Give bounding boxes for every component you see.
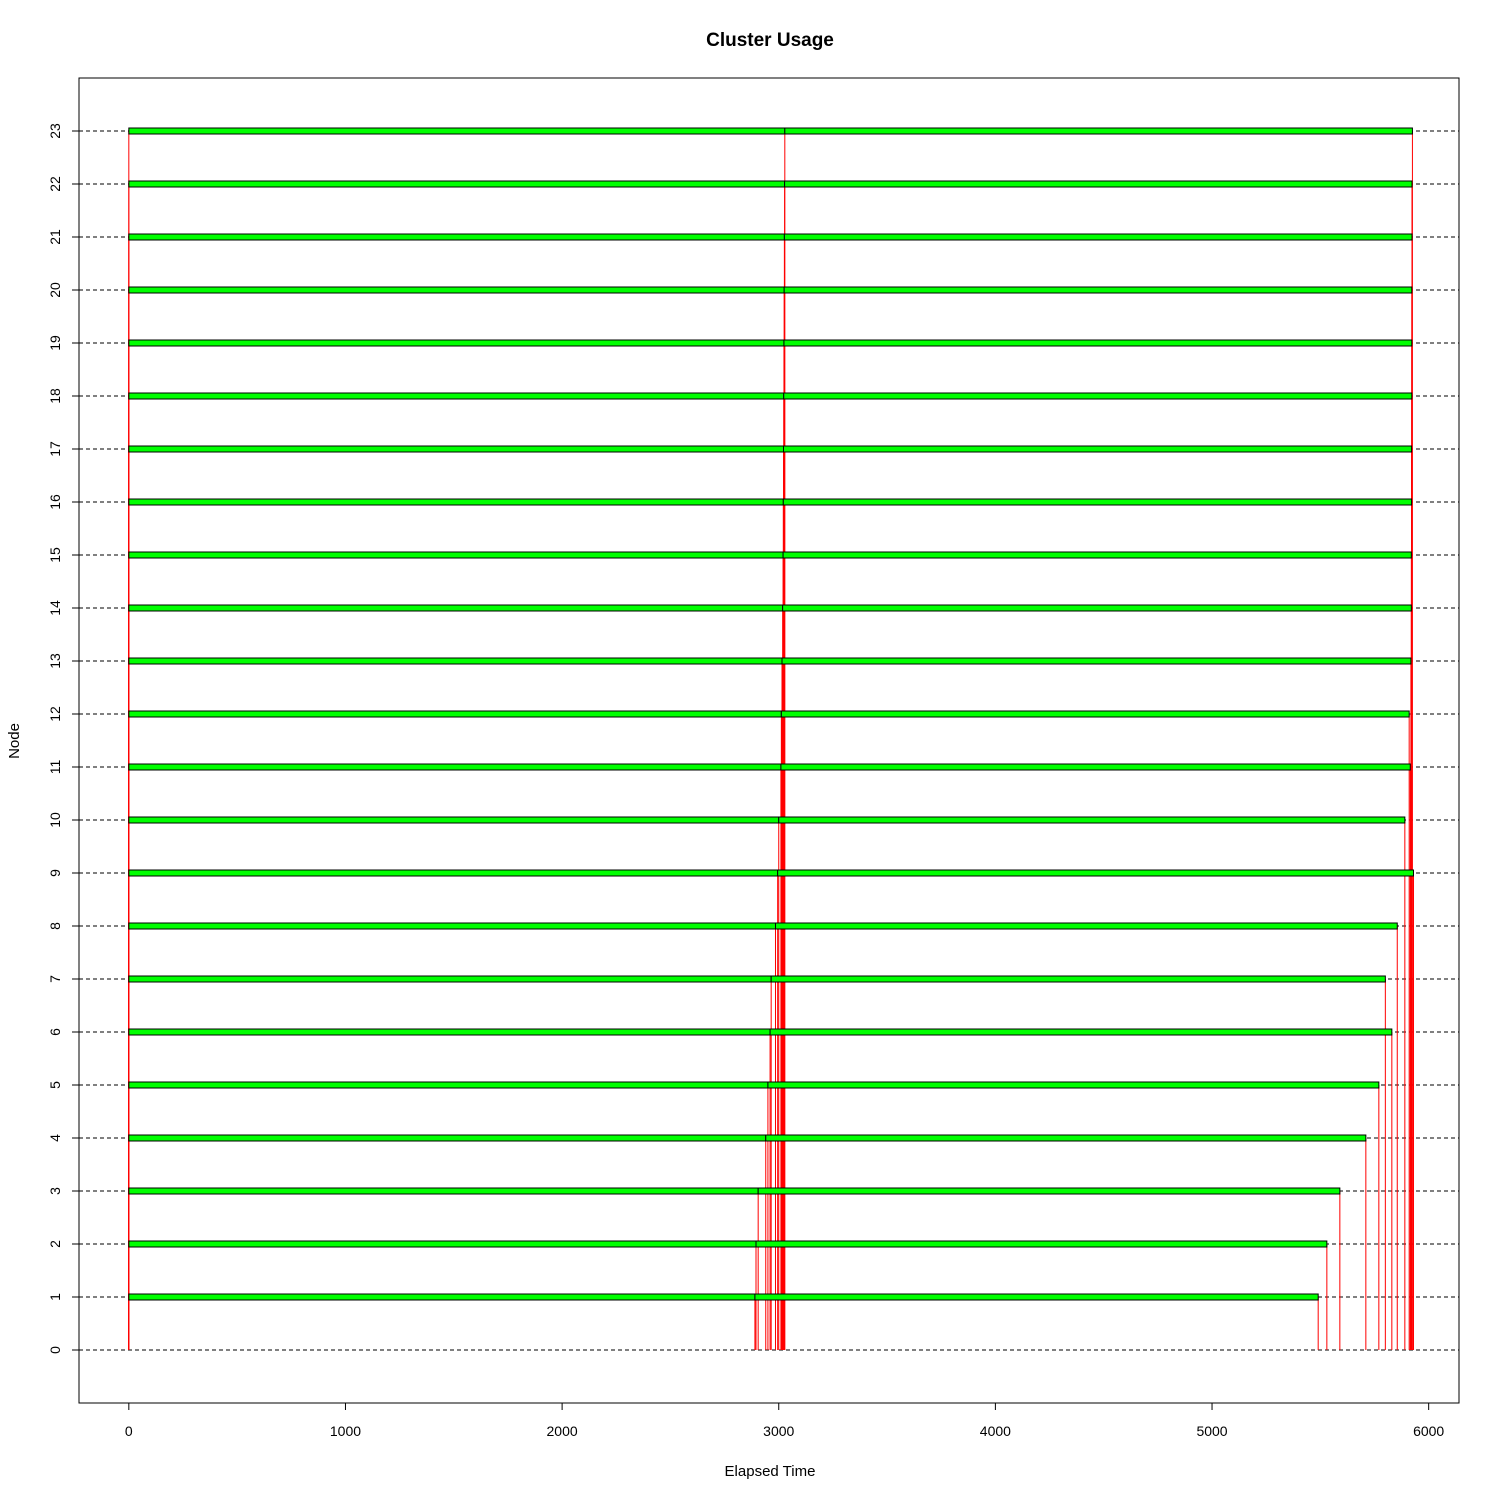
y-tick-label-0: 0	[47, 1346, 63, 1354]
usage-bar-node-18-1	[783, 392, 1413, 400]
y-tick-label-8: 8	[47, 922, 63, 930]
chart-title: Cluster Usage	[706, 30, 834, 51]
usage-bar-node-11-1	[780, 763, 1411, 771]
usage-bar-node-7-1	[770, 975, 1386, 983]
usage-bar-node-1-1	[754, 1293, 1319, 1301]
x-tick-label-2000: 2000	[547, 1423, 578, 1439]
x-tick-label-4000: 4000	[980, 1423, 1011, 1439]
usage-bar-node-3-1	[757, 1187, 1341, 1195]
usage-bars	[128, 127, 1415, 1301]
usage-bar-node-5-0	[128, 1081, 769, 1089]
usage-bar-node-13-0	[128, 657, 783, 665]
usage-bar-node-18-0	[128, 392, 785, 400]
y-tick-label-4: 4	[47, 1134, 63, 1142]
x-tick-label-1000: 1000	[330, 1423, 361, 1439]
y-tick-label-12: 12	[47, 706, 63, 722]
usage-bar-node-17-1	[783, 445, 1413, 453]
y-axis-label: Node	[6, 723, 23, 759]
y-tick-label-15: 15	[47, 547, 63, 563]
task-lines	[128, 131, 1415, 1350]
usage-bar-node-12-1	[780, 710, 1410, 718]
y-tick-label-13: 13	[47, 653, 63, 669]
x-tick-label-6000: 6000	[1413, 1423, 1444, 1439]
x-axis-label: Elapsed Time	[725, 1463, 816, 1480]
usage-bar-node-8-0	[128, 922, 776, 930]
usage-bar-node-23-1	[784, 127, 1413, 135]
usage-bar-node-19-0	[128, 339, 785, 347]
usage-bar-node-6-1	[769, 1028, 1393, 1036]
y-tick-label-18: 18	[47, 388, 63, 404]
plot-frame	[78, 77, 1460, 1404]
y-tick-label-21: 21	[47, 229, 63, 245]
y-tick-label-16: 16	[47, 494, 63, 510]
usage-bar-node-12-0	[128, 710, 782, 718]
y-tick-label-7: 7	[47, 975, 63, 983]
usage-bar-node-17-0	[128, 445, 785, 453]
y-tick-label-23: 23	[47, 123, 63, 139]
usage-bar-node-9-1	[777, 869, 1415, 877]
usage-bar-node-16-1	[782, 498, 1413, 506]
usage-bar-node-15-0	[128, 551, 784, 559]
y-tick-label-2: 2	[47, 1240, 63, 1248]
x-tick-label-5000: 5000	[1196, 1423, 1227, 1439]
x-tick-label-3000: 3000	[763, 1423, 794, 1439]
y-tick-label-1: 1	[47, 1293, 63, 1301]
y-tick-label-3: 3	[47, 1187, 63, 1195]
usage-bar-node-4-0	[128, 1134, 767, 1142]
usage-bar-node-2-0	[128, 1240, 757, 1248]
y-tick-label-19: 19	[47, 335, 63, 351]
grid-lines	[79, 130, 1459, 1351]
usage-bar-node-14-1	[782, 604, 1412, 612]
y-tick-label-14: 14	[47, 600, 63, 616]
usage-bar-node-22-0	[128, 180, 786, 188]
usage-bar-node-16-0	[128, 498, 784, 506]
usage-bar-node-13-1	[781, 657, 1412, 665]
usage-bar-node-20-0	[128, 286, 785, 294]
x-tick-label-0: 0	[125, 1423, 133, 1439]
usage-bar-node-19-1	[783, 339, 1413, 347]
usage-bar-node-11-0	[128, 763, 782, 771]
y-tick-label-22: 22	[47, 176, 63, 192]
usage-bar-node-10-1	[778, 816, 1406, 824]
y-tick-label-17: 17	[47, 441, 63, 457]
usage-bar-node-22-1	[784, 180, 1413, 188]
usage-bar-node-4-1	[765, 1134, 1367, 1142]
y-tick-label-10: 10	[47, 812, 63, 828]
y-tick-label-6: 6	[47, 1028, 63, 1036]
usage-bar-node-1-0	[128, 1293, 756, 1301]
usage-bar-node-3-0	[128, 1187, 759, 1195]
x-axis: 0 1000 2000 3000 4000 5000 6000	[125, 1403, 1444, 1439]
y-tick-label-5: 5	[47, 1081, 63, 1089]
usage-bar-node-15-1	[782, 551, 1412, 559]
usage-bar-node-9-0	[128, 869, 779, 877]
usage-bar-node-14-0	[128, 604, 784, 612]
y-tick-label-20: 20	[47, 282, 63, 298]
usage-bar-node-5-1	[767, 1081, 1380, 1089]
usage-bar-node-10-0	[128, 816, 780, 824]
usage-bar-node-21-0	[128, 233, 785, 241]
usage-bar-node-21-1	[783, 233, 1413, 241]
usage-bar-node-2-1	[755, 1240, 1328, 1248]
usage-bar-node-23-0	[128, 127, 786, 135]
y-tick-label-9: 9	[47, 869, 63, 877]
usage-bar-node-7-0	[128, 975, 772, 983]
usage-bar-node-8-1	[774, 922, 1398, 930]
usage-bar-node-20-1	[783, 286, 1413, 294]
y-tick-label-11: 11	[47, 760, 63, 775]
usage-bar-node-6-0	[128, 1028, 771, 1036]
